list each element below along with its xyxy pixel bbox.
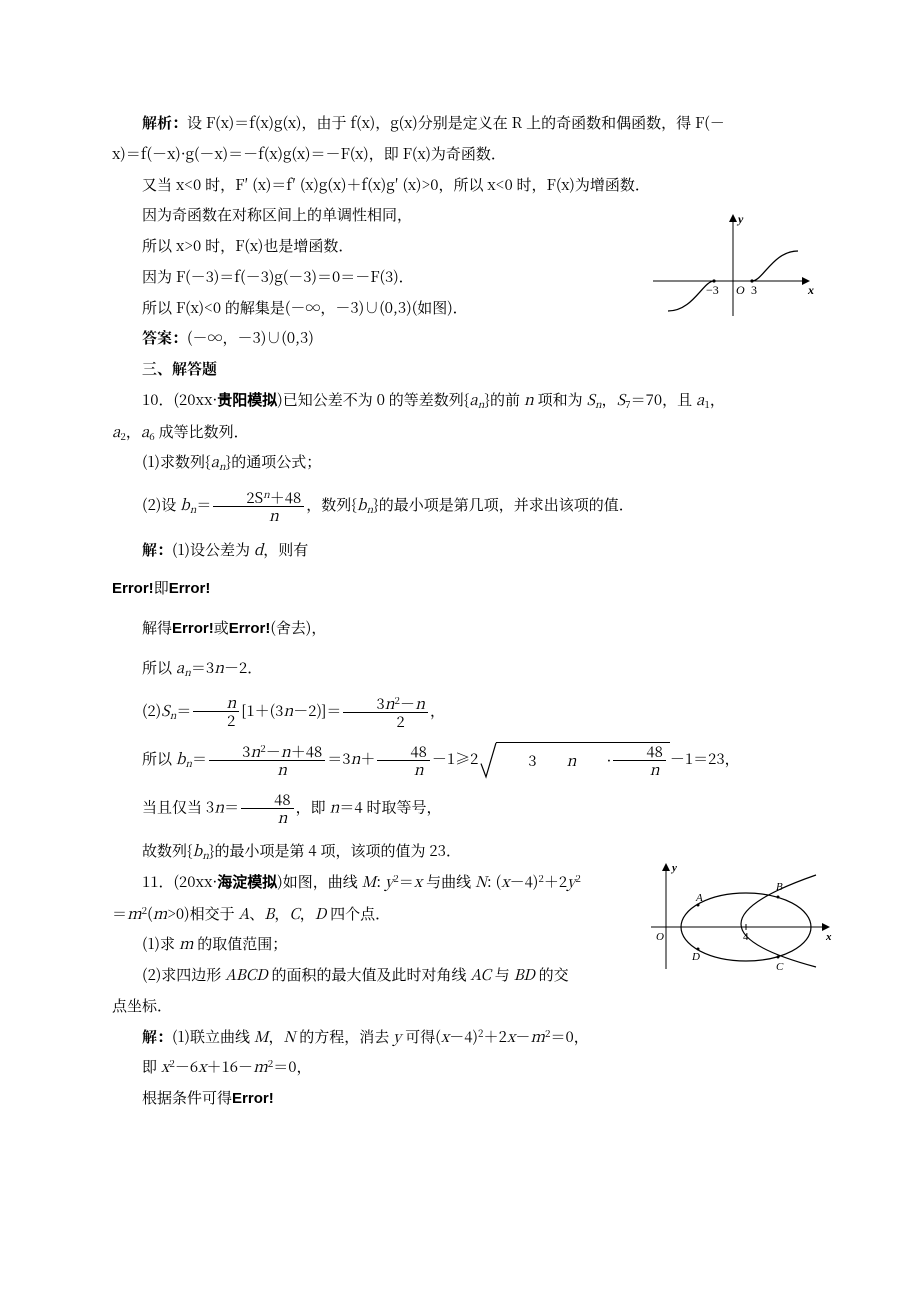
odd-function-graph: −3 O 3 x y <box>648 211 818 321</box>
sqrt-icon: 3n·48n <box>482 742 670 779</box>
p10-equal-condition: 当且仅当 3n＝48n，即 n＝4 时取等号， <box>112 791 808 827</box>
svg-text:C: C <box>776 961 784 973</box>
p10-error-line-2: 解得Error!或Error!(舍去)， <box>112 613 808 645</box>
svg-text:4: 4 <box>743 931 749 943</box>
p10-solution-start: 解：(1)设公差为 d，则有 <box>112 535 808 566</box>
svg-text:y: y <box>736 212 744 226</box>
svg-text:A: A <box>695 892 703 904</box>
p10-q1: (1)求数列{an}的通项公式； <box>112 447 808 478</box>
graph-block: 所以 x>0 时，F(x)也是增函数． 因为 F(－3)＝f(－3)g(－3)＝… <box>112 231 808 323</box>
svg-text:x: x <box>807 283 814 297</box>
p10-error-line-1: Error!即Error! <box>112 573 808 605</box>
problem-10-line-1: 10．(20xx·贵阳模拟)已知公差不为 0 的等差数列{an}的前 n 项和为… <box>112 385 808 417</box>
svg-text:O: O <box>656 931 664 943</box>
svg-text:y: y <box>670 862 677 874</box>
p11-solution-1: 解：(1)联立曲线 M，N 的方程，消去 y 可得(x－4)2＋2x－m2＝0， <box>112 1022 808 1053</box>
text: 设 F(x)＝f(x)g(x)，由于 f(x)，g(x)分别是定义在 R 上的奇… <box>187 112 725 133</box>
answer-value: (－∞，－3)∪(0,3) <box>187 327 314 348</box>
analysis-line-3: 又当 x<0 时，F′ (x)＝f′ (x)g(x)＋f(x)g′ (x)>0，… <box>112 170 808 201</box>
answer-line: 答案：(－∞，－3)∪(0,3) <box>112 323 808 354</box>
p11-solution-2: 即 x2－6x＋16－m2＝0， <box>112 1052 808 1083</box>
answer-prefix: 答案： <box>142 327 187 348</box>
analysis-prefix: 解析： <box>142 112 187 133</box>
page: 解析：设 F(x)＝f(x)g(x)，由于 f(x)，g(x)分别是定义在 R … <box>0 0 920 1302</box>
p11-solution-3: 根据条件可得Error! <box>112 1083 808 1115</box>
section-3-title: 三、解答题 <box>112 354 808 385</box>
p10-q2: (2)设 bn＝2Sn＋48n，数列{bn}的最小项是第几项，并求出该项的值． <box>112 488 808 525</box>
curves-graph: A B C D O 4 x y <box>646 857 836 977</box>
svg-text:O: O <box>736 283 745 297</box>
svg-text:D: D <box>691 951 700 963</box>
svg-text:3: 3 <box>751 283 757 297</box>
problem-11-block: 11．(20xx·海淀模拟)如图，曲线 M: y2＝x 与曲线 N: (x－4)… <box>112 867 808 1022</box>
p10-an-formula: 所以 an＝3n－2． <box>112 653 808 684</box>
svg-text:B: B <box>776 881 783 893</box>
analysis-line-1: 解析：设 F(x)＝f(x)g(x)，由于 f(x)，g(x)分别是定义在 R … <box>112 108 808 139</box>
p11-q2-line-2: 点坐标． <box>112 991 808 1022</box>
svg-text:−3: −3 <box>706 283 719 297</box>
svg-text:x: x <box>825 931 832 943</box>
p10-sn-formula: (2)Sn＝n2[1＋(3n－2)]＝3n2－n2， <box>112 694 808 731</box>
analysis-line-2: x)＝f(－x)·g(－x)＝－f(x)g(x)＝－F(x)，即 F(x)为奇函… <box>112 139 808 170</box>
p10-bn-formula: 所以 bn＝3n2－n＋48n＝3n＋48n－1≥2 3n·48n －1＝23， <box>112 742 808 779</box>
problem-10-line-2: a2，a6 成等比数列． <box>112 417 808 448</box>
